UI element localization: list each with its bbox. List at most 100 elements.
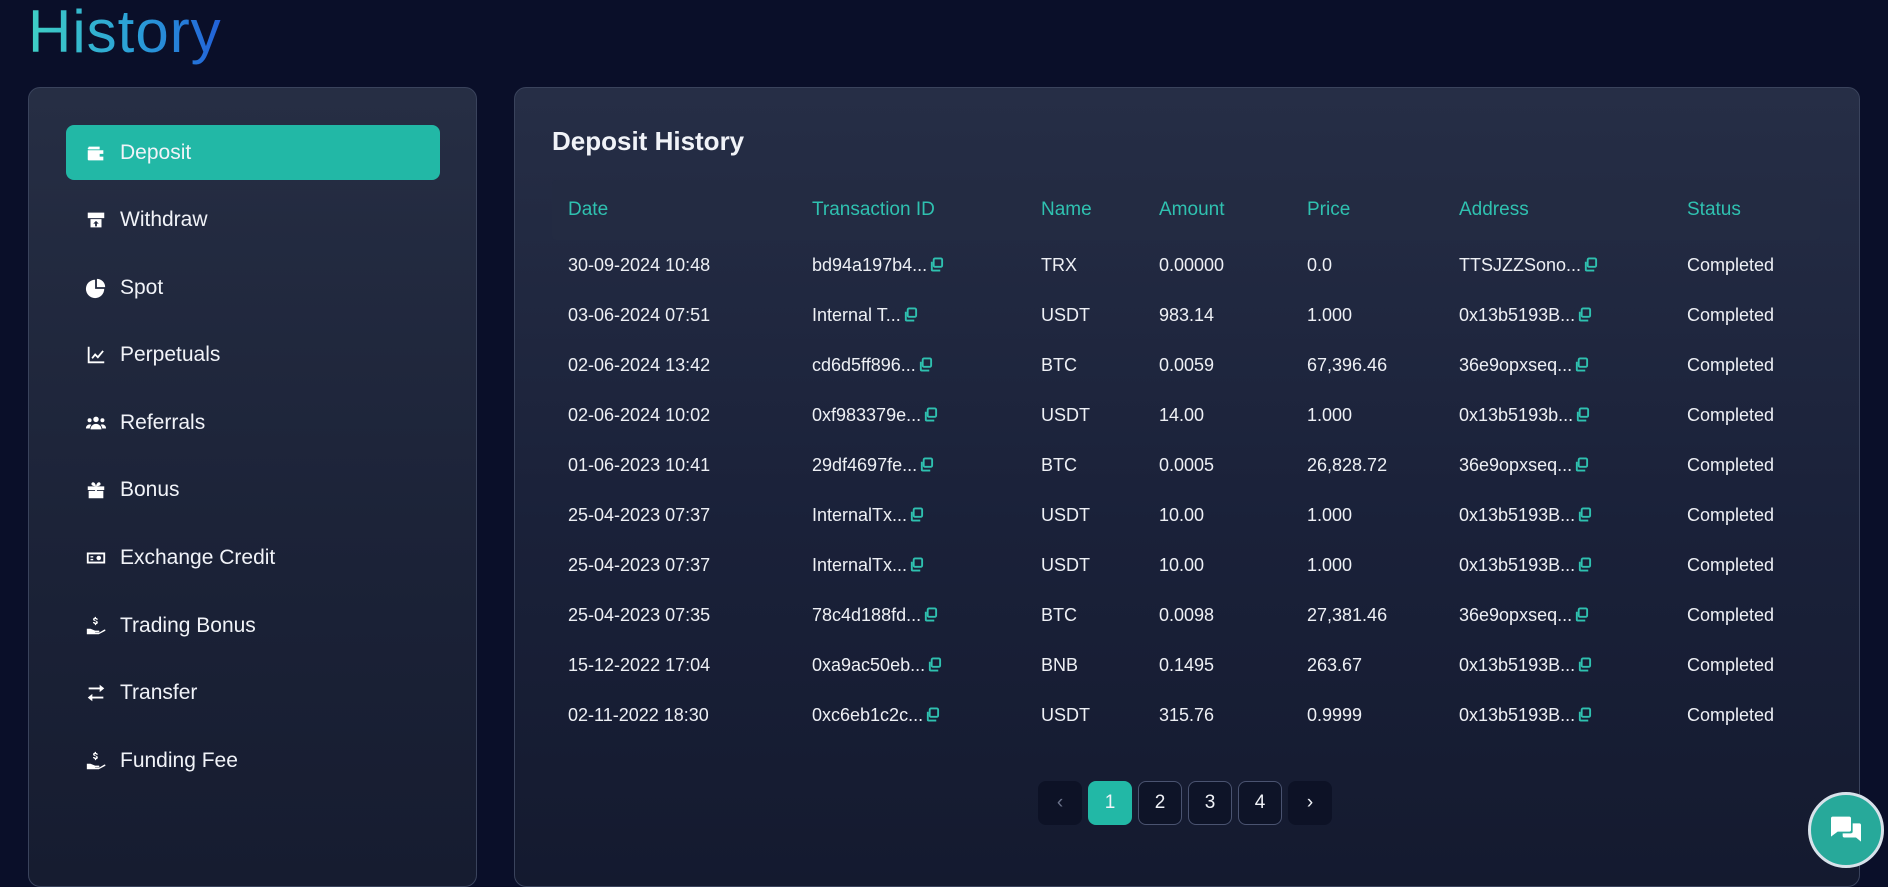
cell-name-text: USDT <box>1041 305 1090 325</box>
cell-amount: 10.00 <box>1159 490 1204 540</box>
prev-page-button[interactable]: ‹ <box>1038 781 1082 825</box>
cell-name: USDT <box>1041 540 1090 590</box>
table-row: 01-06-2023 10:41 29df4697fe... BTC 0.0005 26… <box>552 440 1820 490</box>
deposit-history-panel: Deposit History Date Transaction ID Name… <box>514 87 1860 887</box>
copy-icon[interactable] <box>927 641 942 672</box>
copy-icon[interactable] <box>1574 591 1589 622</box>
pie-chart-icon <box>84 276 108 300</box>
page-button-3[interactable]: 3 <box>1188 781 1232 825</box>
wallet-icon <box>84 141 108 165</box>
cell-address: TTSJZZSono... <box>1459 240 1598 290</box>
copy-icon[interactable] <box>923 591 938 622</box>
cell-date: 25-04-2023 07:37 <box>568 490 710 540</box>
cell-name: USDT <box>1041 490 1090 540</box>
copy-icon[interactable] <box>903 291 918 322</box>
copy-icon[interactable] <box>1577 691 1592 722</box>
cell-transaction-id: bd94a197b4... <box>812 240 944 290</box>
sidebar-item-label: Trading Bonus <box>120 613 256 637</box>
copy-icon[interactable] <box>1575 391 1590 422</box>
users-icon <box>84 411 108 435</box>
cell-address: 36e9opxseq... <box>1459 340 1589 390</box>
cell-address: 36e9opxseq... <box>1459 440 1589 490</box>
copy-icon[interactable] <box>909 541 924 572</box>
cell-name-text: BTC <box>1041 455 1077 475</box>
table-row: 02-06-2024 10:02 0xf983379e... USDT 14.00 1.… <box>552 390 1820 440</box>
sidebar-item-referrals[interactable]: Referrals <box>66 395 440 450</box>
cell-amount-text: 983.14 <box>1159 305 1215 325</box>
copy-icon[interactable] <box>1577 641 1592 672</box>
cell-amount-text: 0.0059 <box>1159 355 1215 375</box>
cell-transaction-id-text: 0xc6eb1c2c... <box>812 705 924 725</box>
cell-amount: 0.00000 <box>1159 240 1224 290</box>
sidebar-item-label: Funding Fee <box>120 748 238 772</box>
copy-icon[interactable] <box>919 441 934 472</box>
cell-name-text: USDT <box>1041 555 1090 575</box>
sidebar-item-transfer[interactable]: Transfer <box>66 666 440 721</box>
cell-date: 02-06-2024 10:02 <box>568 390 710 440</box>
sidebar-item-funding-fee[interactable]: Funding Fee <box>66 733 440 788</box>
cell-transaction-id: 0xf983379e... <box>812 390 938 440</box>
copy-icon[interactable] <box>925 691 940 722</box>
cell-transaction-id: 0xa9ac50eb... <box>812 640 942 690</box>
copy-icon[interactable] <box>923 391 938 422</box>
copy-icon[interactable] <box>918 341 933 372</box>
cell-amount-text: 14.00 <box>1159 405 1205 425</box>
cell-status: Completed <box>1687 690 1774 740</box>
sidebar-item-label: Transfer <box>120 681 198 705</box>
page-button-1[interactable]: 1 <box>1088 781 1132 825</box>
sidebar-item-label: Spot <box>120 275 164 299</box>
cell-amount: 0.0098 <box>1159 590 1214 640</box>
page-button-2[interactable]: 2 <box>1138 781 1182 825</box>
cell-transaction-id-text: 0xa9ac50eb... <box>812 655 926 675</box>
cell-amount-text: 315.76 <box>1159 705 1215 725</box>
copy-icon[interactable] <box>1577 491 1592 522</box>
sidebar-item-label: Referrals <box>120 410 206 434</box>
copy-icon[interactable] <box>909 491 924 522</box>
copy-icon[interactable] <box>1583 241 1598 272</box>
sidebar-item-label: Perpetuals <box>120 343 221 367</box>
cell-amount-text: 10.00 <box>1159 505 1205 525</box>
cell-address-text: 0x13b5193B... <box>1459 705 1576 725</box>
copy-icon[interactable] <box>929 241 944 272</box>
cell-transaction-id-text: 0xf983379e... <box>812 405 922 425</box>
cell-price-text: 26,828.72 <box>1307 455 1388 475</box>
copy-icon[interactable] <box>1574 441 1589 472</box>
sidebar-item-deposit[interactable]: Deposit <box>66 125 440 180</box>
sidebar-item-trading-bonus[interactable]: Trading Bonus <box>66 598 440 653</box>
sidebar-item-perpetuals[interactable]: Perpetuals <box>66 328 440 383</box>
sidebar-item-spot[interactable]: Spot <box>66 260 440 315</box>
cell-name: BTC <box>1041 340 1077 390</box>
cell-address-text: 36e9opxseq... <box>1459 455 1573 475</box>
cell-name-text: BTC <box>1041 605 1077 625</box>
copy-icon[interactable] <box>1577 291 1592 322</box>
page-button-4[interactable]: 4 <box>1238 781 1282 825</box>
cell-status: Completed <box>1687 540 1774 590</box>
sidebar-item-exchange-credit[interactable]: Exchange Credit <box>66 531 440 586</box>
cell-status-text: Completed <box>1687 455 1775 475</box>
cell-date: 02-11-2022 18:30 <box>568 690 709 740</box>
table-body: 30-09-2024 10:48 bd94a197b4... TRX 0.00000 0… <box>552 240 1820 740</box>
cell-name: USDT <box>1041 290 1090 340</box>
copy-icon[interactable] <box>1574 341 1589 372</box>
sidebar-item-label: Exchange Credit <box>120 546 276 570</box>
money-bill-icon <box>84 546 108 570</box>
table-row: 25-04-2023 07:37 InternalTx... USDT 10.00 1.… <box>552 540 1820 590</box>
next-page-button[interactable]: › <box>1288 781 1332 825</box>
cell-address-text: 0x13b5193B... <box>1459 505 1576 525</box>
copy-icon[interactable] <box>1577 541 1592 572</box>
cell-amount-text: 10.00 <box>1159 555 1205 575</box>
sidebar-item-bonus[interactable]: Bonus <box>66 463 440 518</box>
cell-price-text: 0.9999 <box>1307 705 1363 725</box>
cell-date-text: 02-06-2024 10:02 <box>568 405 711 425</box>
cell-amount-text: 0.00000 <box>1159 255 1225 275</box>
cell-name-text: TRX <box>1041 255 1077 275</box>
cell-status: Completed <box>1687 340 1774 390</box>
sidebar-item-withdraw[interactable]: Withdraw <box>66 193 440 248</box>
cell-status-text: Completed <box>1687 355 1775 375</box>
cell-status-text: Completed <box>1687 705 1775 725</box>
cell-price-text: 1.000 <box>1307 305 1353 325</box>
table-row: 25-04-2023 07:37 InternalTx... USDT 10.00 1.… <box>552 490 1820 540</box>
cell-status: Completed <box>1687 240 1774 290</box>
column-header-address: Address <box>1459 199 1529 220</box>
chat-button[interactable] <box>1808 792 1884 868</box>
